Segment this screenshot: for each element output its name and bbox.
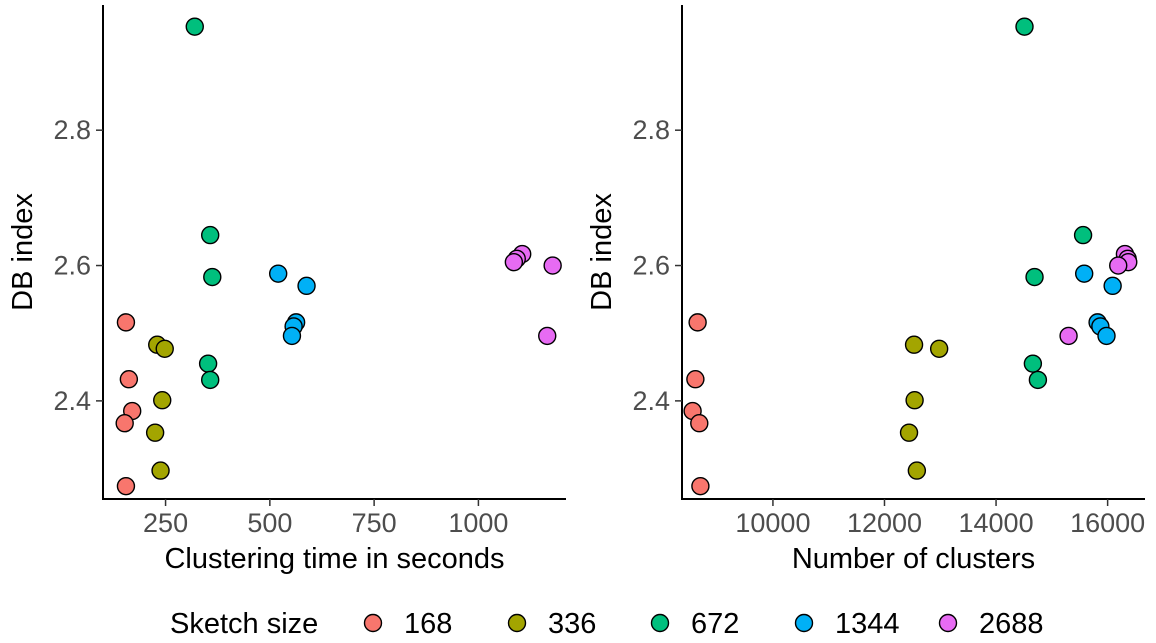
- data-point-168: [686, 370, 705, 389]
- y-tick-label: 2.6: [53, 251, 91, 281]
- legend-key: [794, 613, 814, 633]
- data-point-672: [203, 267, 222, 287]
- y-tick-label: 2.6: [632, 251, 670, 281]
- y-tick-label: 2.4: [632, 386, 670, 416]
- data-point-336: [151, 461, 170, 480]
- data-point-336: [907, 461, 927, 480]
- data-point-336: [899, 423, 919, 442]
- legend-key: [650, 613, 670, 633]
- x-axis-title: Clustering time in seconds: [164, 543, 504, 575]
- data-point-336: [153, 391, 172, 410]
- panel-number-of-clusters: 2.4 2.6 2.8 10000 12000 14000 16000 Number of c…: [586, 5, 1145, 575]
- data-point-2688: [1059, 326, 1078, 346]
- legend-label: 2688: [979, 608, 1044, 640]
- data-point-336: [905, 391, 924, 410]
- y-axis-title: DB index: [586, 193, 618, 311]
- data-point-672: [1073, 225, 1093, 245]
- legend-key: [507, 613, 527, 633]
- y-tick-label: 2.8: [632, 115, 670, 145]
- data-point-168: [116, 313, 136, 332]
- data-point-168: [690, 414, 709, 433]
- data-point-1344: [268, 264, 288, 283]
- data-point-336: [145, 423, 165, 442]
- data-point-1344: [1074, 264, 1094, 283]
- data-point-1344: [1097, 326, 1116, 346]
- data-point-336: [155, 339, 174, 358]
- data-point-672: [1028, 370, 1048, 390]
- data-point-1344: [297, 276, 316, 296]
- x-tick-label: 1000: [448, 508, 508, 538]
- legend: Sketch size 168 336 672 1344 2688: [170, 608, 1044, 640]
- x-tick-label: 10000: [735, 508, 810, 538]
- x-tick-label: 14000: [959, 508, 1034, 538]
- data-point-336: [904, 335, 924, 354]
- panel-clustering-time: 2.4 2.6 2.8 250 500 750 1000 Clustering time in…: [7, 5, 566, 575]
- data-point-168: [688, 313, 707, 332]
- data-point-1344: [1103, 276, 1122, 296]
- x-tick-label: 500: [247, 508, 292, 538]
- legend-label: 672: [691, 608, 739, 640]
- x-axis-title: Number of clusters: [792, 543, 1035, 575]
- y-tick-label: 2.8: [53, 115, 91, 145]
- data-point-2688: [1109, 256, 1128, 275]
- data-point-336: [929, 339, 949, 358]
- x-tick-label: 750: [352, 508, 397, 538]
- x-tick-label: 16000: [1070, 508, 1145, 538]
- legend-label: 1344: [835, 608, 900, 640]
- legend-title: Sketch size: [170, 608, 318, 640]
- x-tick-label: 250: [143, 508, 188, 538]
- data-point-672: [1015, 17, 1034, 36]
- data-point-168: [116, 476, 136, 496]
- data-point-672: [200, 370, 220, 390]
- data-point-672: [1023, 354, 1043, 373]
- data-point-2688: [543, 256, 562, 275]
- data-point-168: [691, 476, 710, 496]
- data-point-672: [200, 225, 220, 245]
- data-point-2688: [504, 252, 524, 272]
- data-point-672: [185, 17, 204, 36]
- data-point-2688: [538, 326, 557, 346]
- x-tick-label: 12000: [847, 508, 922, 538]
- data-point-672: [198, 354, 218, 373]
- data-point-672: [1025, 267, 1044, 287]
- legend-key: [363, 613, 383, 633]
- y-tick-label: 2.4: [53, 386, 91, 416]
- y-axis-title: DB index: [7, 193, 39, 311]
- legend-label: 168: [404, 608, 452, 640]
- data-point-168: [119, 370, 139, 389]
- data-point-1344: [282, 326, 302, 346]
- legend-label: 336: [548, 608, 596, 640]
- data-point-168: [115, 414, 134, 433]
- legend-key: [938, 613, 958, 633]
